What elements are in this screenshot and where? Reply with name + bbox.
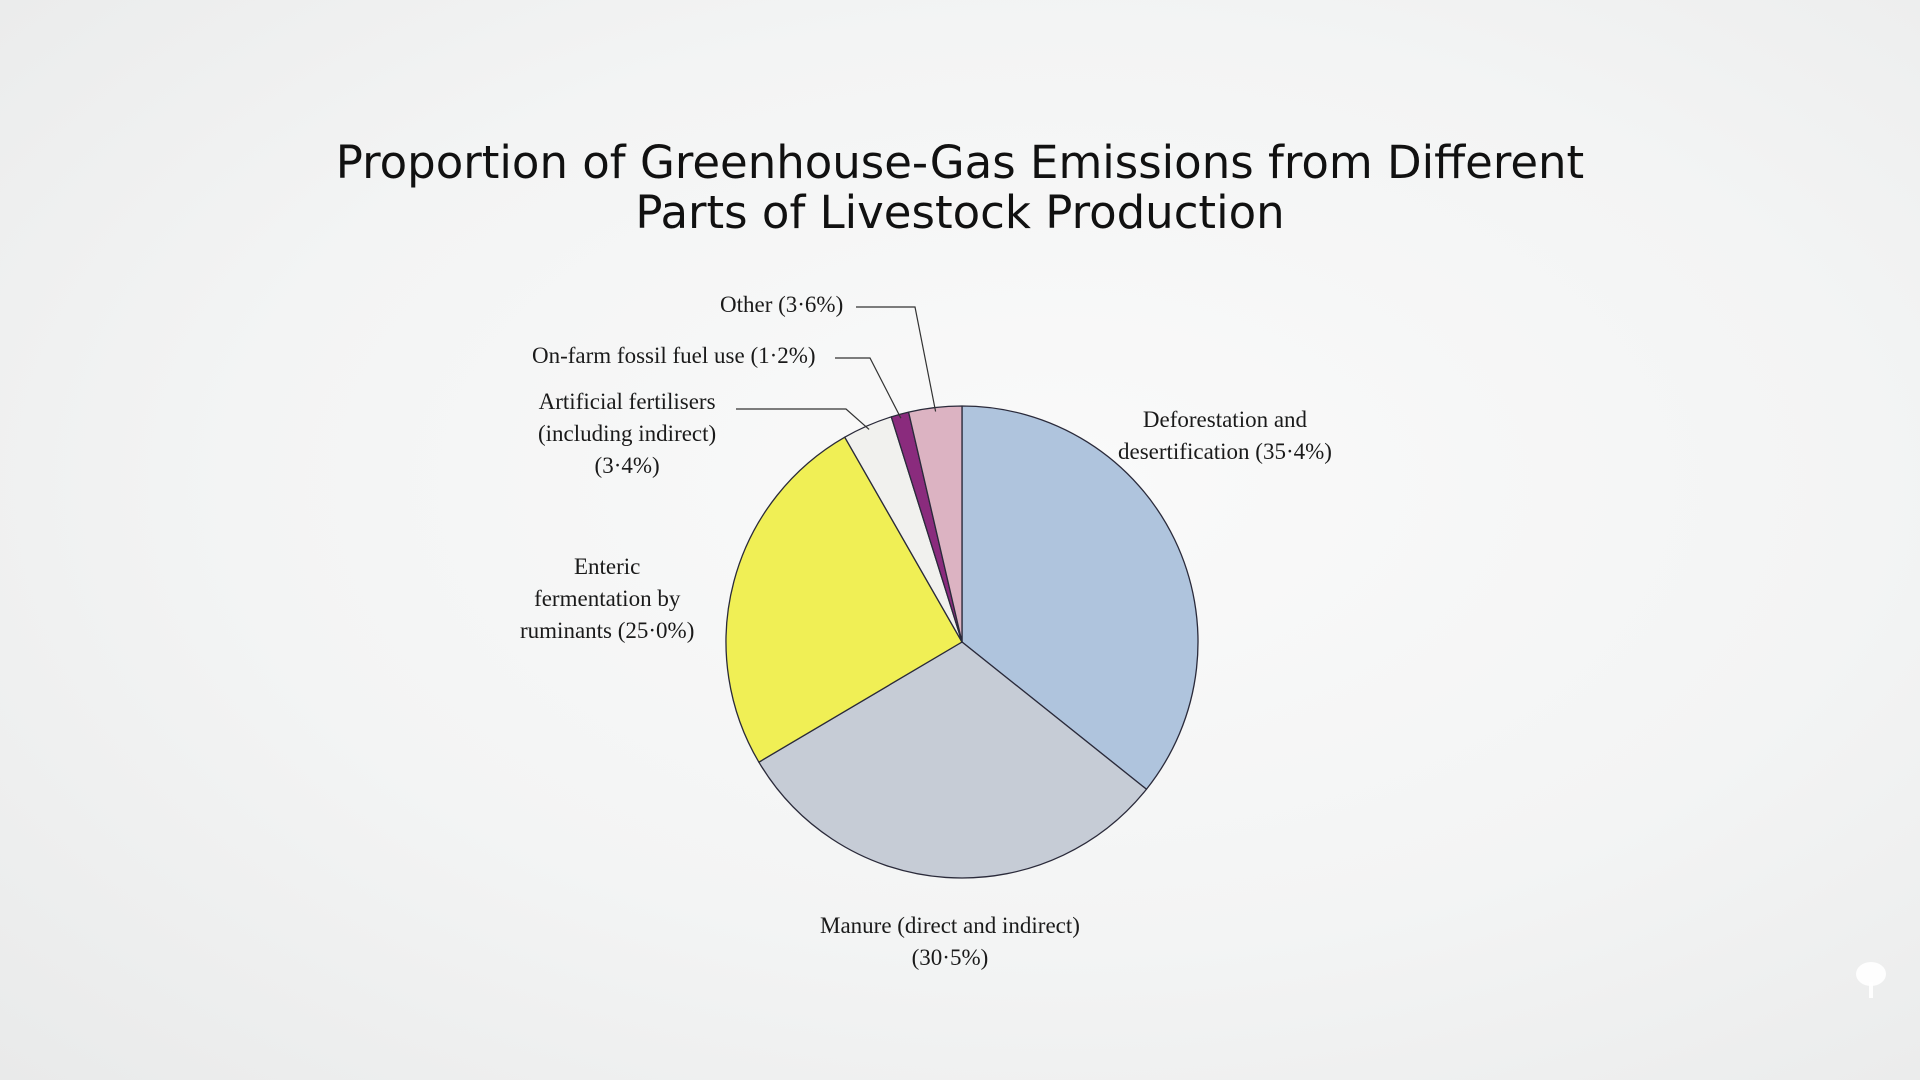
- leader-line-other: [856, 306, 937, 412]
- leader-line-fossil-fuel: [835, 357, 902, 419]
- slice-label-enteric-line-1: Enteric: [573, 554, 641, 579]
- slice-label-other: Other (3·6%): [720, 289, 843, 321]
- slice-label-fertilisers-line-1: Artificial fertilisers: [538, 389, 716, 414]
- tree-logo-icon: [1856, 962, 1886, 998]
- chart-title: Proportion of Greenhouse-Gas Emissions f…: [260, 138, 1660, 238]
- chart-title-line-2: Parts of Livestock Production: [635, 186, 1285, 240]
- slice-label-manure-line-1: Manure (direct and indirect): [820, 913, 1080, 938]
- slice-label-other-line-1: Other (3·6%): [720, 292, 844, 317]
- leader-line-artificial-fertilisers: [736, 408, 870, 430]
- slice-label-deforestation: Deforestation and desertification (35·4%…: [1118, 404, 1332, 468]
- slice-label-enteric-line-2: fermentation by: [534, 586, 681, 611]
- pie-slice-deforestation: [961, 405, 1199, 790]
- slice-label-fossil-fuel: On-farm fossil fuel use (1·2%): [532, 340, 816, 372]
- chart-title-line-1: Proportion of Greenhouse-Gas Emissions f…: [335, 136, 1585, 190]
- slice-label-fertilisers-line-3: (3·4%): [594, 453, 660, 478]
- slice-label-artificial-fertilisers: Artificial fertilisers (including indire…: [538, 386, 716, 482]
- slice-label-manure-line-2: (30·5%): [911, 945, 989, 970]
- slice-label-manure: Manure (direct and indirect) (30·5%): [820, 910, 1080, 974]
- slice-label-deforestation-line-2: desertification (35·4%): [1118, 439, 1332, 464]
- slice-label-fossil-fuel-line-1: On-farm fossil fuel use (1·2%): [532, 343, 816, 368]
- slice-label-enteric-fermentation: Enteric fermentation by ruminants (25·0%…: [520, 551, 694, 647]
- slice-label-enteric-line-3: ruminants (25·0%): [520, 618, 695, 643]
- pie-slice-enteric-fermentation: [725, 436, 963, 763]
- pie-slice-manure: [758, 641, 1148, 879]
- slice-label-fertilisers-line-2: (including indirect): [538, 421, 717, 446]
- slice-label-deforestation-line-1: Deforestation and: [1142, 407, 1308, 432]
